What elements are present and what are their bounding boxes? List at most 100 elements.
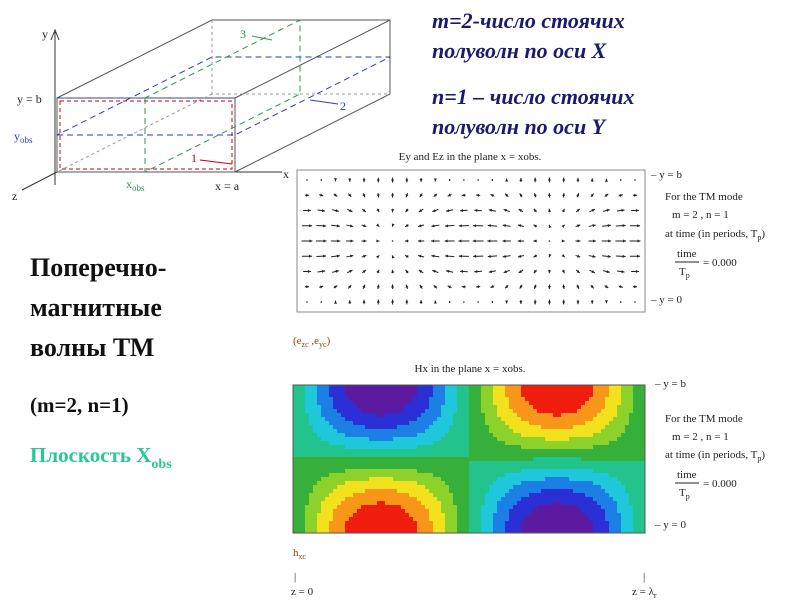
contour-cell bbox=[317, 509, 321, 513]
contour-cell bbox=[425, 469, 429, 473]
contour-cell bbox=[405, 505, 409, 509]
contour-cell bbox=[621, 409, 625, 413]
contour-cell bbox=[457, 529, 461, 533]
contour-cell bbox=[541, 409, 545, 413]
contour-cell bbox=[393, 485, 397, 489]
contour-cell bbox=[569, 521, 573, 525]
contour-cell bbox=[333, 469, 337, 473]
contour-cell bbox=[593, 501, 597, 505]
contour-cell bbox=[477, 489, 481, 493]
contour-cell bbox=[589, 521, 593, 525]
contour-cell bbox=[477, 461, 481, 465]
contour-cell bbox=[533, 497, 537, 501]
contour-cell bbox=[557, 513, 561, 517]
contour-cell bbox=[481, 441, 485, 445]
contour-cell bbox=[569, 433, 573, 437]
vector-field bbox=[301, 177, 641, 305]
contour-cell bbox=[629, 493, 633, 497]
contour-cell bbox=[637, 505, 641, 509]
contour-cell bbox=[521, 505, 525, 509]
contour-cell bbox=[309, 417, 313, 421]
contour-cell bbox=[361, 409, 365, 413]
contour-cell bbox=[469, 477, 473, 481]
contour-cell bbox=[345, 517, 349, 521]
contour-cell bbox=[577, 517, 581, 521]
contour-cell bbox=[369, 461, 373, 465]
contour-cell bbox=[513, 497, 517, 501]
contour-cell bbox=[597, 433, 601, 437]
contour-cell bbox=[485, 521, 489, 525]
contour-cell bbox=[521, 413, 525, 417]
contour-cell bbox=[525, 457, 529, 461]
contour-cell bbox=[641, 397, 645, 401]
y-label: – y = 0 bbox=[650, 294, 682, 306]
contour-cell bbox=[485, 481, 489, 485]
contour-cell bbox=[321, 521, 325, 525]
contour-cell bbox=[641, 477, 645, 481]
contour-cell bbox=[341, 409, 345, 413]
contour-cell bbox=[593, 485, 597, 489]
contour-cell bbox=[621, 485, 625, 489]
contour-cell bbox=[641, 429, 645, 433]
contour-cell bbox=[389, 449, 393, 453]
contour-cell bbox=[545, 493, 549, 497]
contour-cell bbox=[429, 501, 433, 505]
contour-cell bbox=[333, 505, 337, 509]
contour-cell bbox=[633, 409, 637, 413]
contour-cell bbox=[385, 441, 389, 445]
contour-cell bbox=[321, 469, 325, 473]
contour-cell bbox=[333, 393, 337, 397]
contour-cell bbox=[465, 409, 469, 413]
contour-cell bbox=[417, 385, 421, 389]
contour-cell bbox=[565, 437, 569, 441]
contour-cell bbox=[417, 529, 421, 533]
contour-cell bbox=[301, 521, 305, 525]
contour-cell bbox=[433, 421, 437, 425]
contour-cell bbox=[401, 477, 405, 481]
contour-cell bbox=[417, 437, 421, 441]
contour-cell bbox=[389, 489, 393, 493]
contour-cell bbox=[337, 457, 341, 461]
contour-cell bbox=[509, 513, 513, 517]
contour-cell bbox=[633, 497, 637, 501]
contour-cell bbox=[413, 429, 417, 433]
contour-cell bbox=[477, 493, 481, 497]
contour-cell bbox=[325, 405, 329, 409]
contour-cell bbox=[637, 529, 641, 533]
contour-cell bbox=[485, 529, 489, 533]
contour-cell bbox=[465, 485, 469, 489]
contour-cell bbox=[573, 493, 577, 497]
contour-cell bbox=[297, 453, 301, 457]
contour-cell bbox=[565, 441, 569, 445]
contour-cell bbox=[609, 477, 613, 481]
contour-cell bbox=[349, 449, 353, 453]
contour-cell bbox=[589, 413, 593, 417]
contour-cell bbox=[441, 473, 445, 477]
contour-cell bbox=[293, 433, 297, 437]
contour-cell bbox=[605, 413, 609, 417]
contour-cell bbox=[621, 513, 625, 517]
contour-cell bbox=[401, 497, 405, 501]
contour-cell bbox=[317, 413, 321, 417]
contour-cell bbox=[293, 529, 297, 533]
contour-cell bbox=[469, 457, 473, 461]
contour-cell bbox=[321, 393, 325, 397]
contour-cell bbox=[437, 437, 441, 441]
contour-cell bbox=[617, 417, 621, 421]
dot bbox=[448, 179, 451, 181]
contour-cell bbox=[601, 529, 605, 533]
contour-cell bbox=[369, 517, 373, 521]
left-title: магнитные bbox=[30, 293, 162, 322]
contour-cell bbox=[425, 429, 429, 433]
contour-cell bbox=[641, 481, 645, 485]
contour-cell bbox=[465, 517, 469, 521]
contour-cell bbox=[569, 469, 573, 473]
contour-cell bbox=[357, 473, 361, 477]
contour-cell bbox=[493, 513, 497, 517]
contour-cell bbox=[569, 437, 573, 441]
contour-cell bbox=[389, 501, 393, 505]
contour-cell bbox=[325, 445, 329, 449]
contour-cell bbox=[501, 513, 505, 517]
contour-cell bbox=[529, 461, 533, 465]
contour-cell bbox=[597, 397, 601, 401]
